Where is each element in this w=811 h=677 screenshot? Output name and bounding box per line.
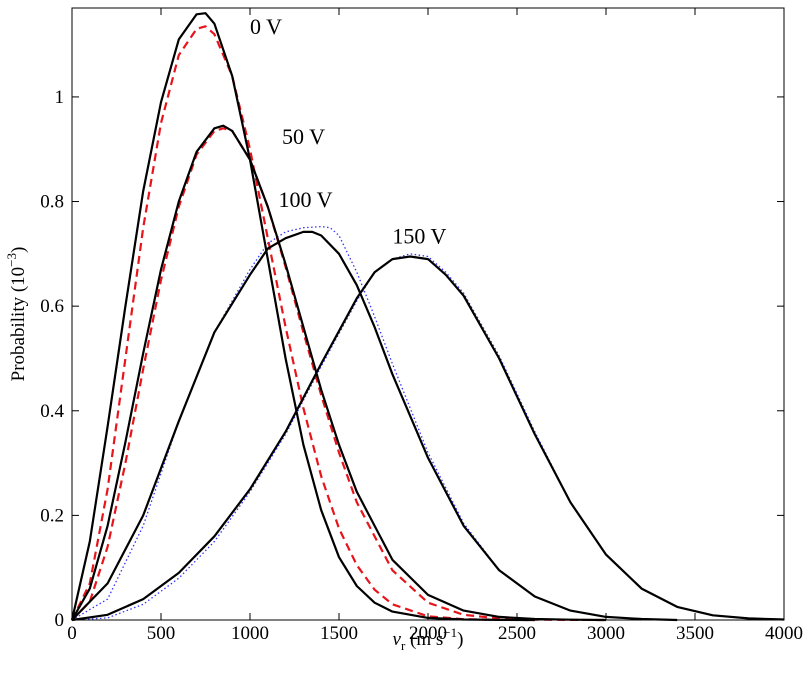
annotation-label: 100 V [278, 187, 332, 212]
y-tick-label: 0.4 [40, 401, 64, 422]
y-tick-label: 1 [55, 87, 65, 108]
x-tick-label: 2500 [498, 623, 536, 644]
annotations: 0 V 50 V 100 V 150 V [250, 14, 447, 248]
x-tick-label: 4000 [765, 623, 803, 644]
y-axis-label: Probability (10−3) [4, 247, 29, 382]
series-line-3 [71, 127, 607, 622]
series-line-2 [71, 124, 607, 622]
x-tick-label: 1000 [231, 623, 269, 644]
series-line-0 [70, 12, 535, 622]
series-line-7 [71, 253, 785, 621]
annotation-label: 0 V [250, 14, 282, 39]
series-line-6 [71, 255, 785, 622]
x-axis-label: vr (m s−1) [393, 625, 464, 653]
x-tick-label: 3500 [676, 623, 714, 644]
series-line-4 [71, 230, 678, 622]
annotation-label: 150 V [392, 223, 446, 248]
annotation-label: 50 V [282, 124, 325, 149]
y-tick-label: 0.2 [40, 505, 64, 526]
series-line-1 [71, 25, 535, 622]
x-tick-label: 500 [147, 623, 176, 644]
y-tick-label: 0.6 [40, 296, 64, 317]
y-tick-label: 0 [55, 610, 65, 631]
x-tick-label: 3000 [587, 623, 625, 644]
x-tick-label: 2000 [409, 623, 447, 644]
ticks-layer: 0 500 1000 1500 2000 2500 3000 3500 4000 0 0.2 0.4 0… [40, 8, 803, 644]
x-tick-label: 1500 [320, 623, 358, 644]
y-tick-label: 0.8 [40, 192, 64, 213]
x-tick-label: 0 [67, 623, 77, 644]
series-line-5 [71, 225, 678, 621]
series-layer [70, 12, 785, 622]
plot-frame [71, 7, 785, 621]
